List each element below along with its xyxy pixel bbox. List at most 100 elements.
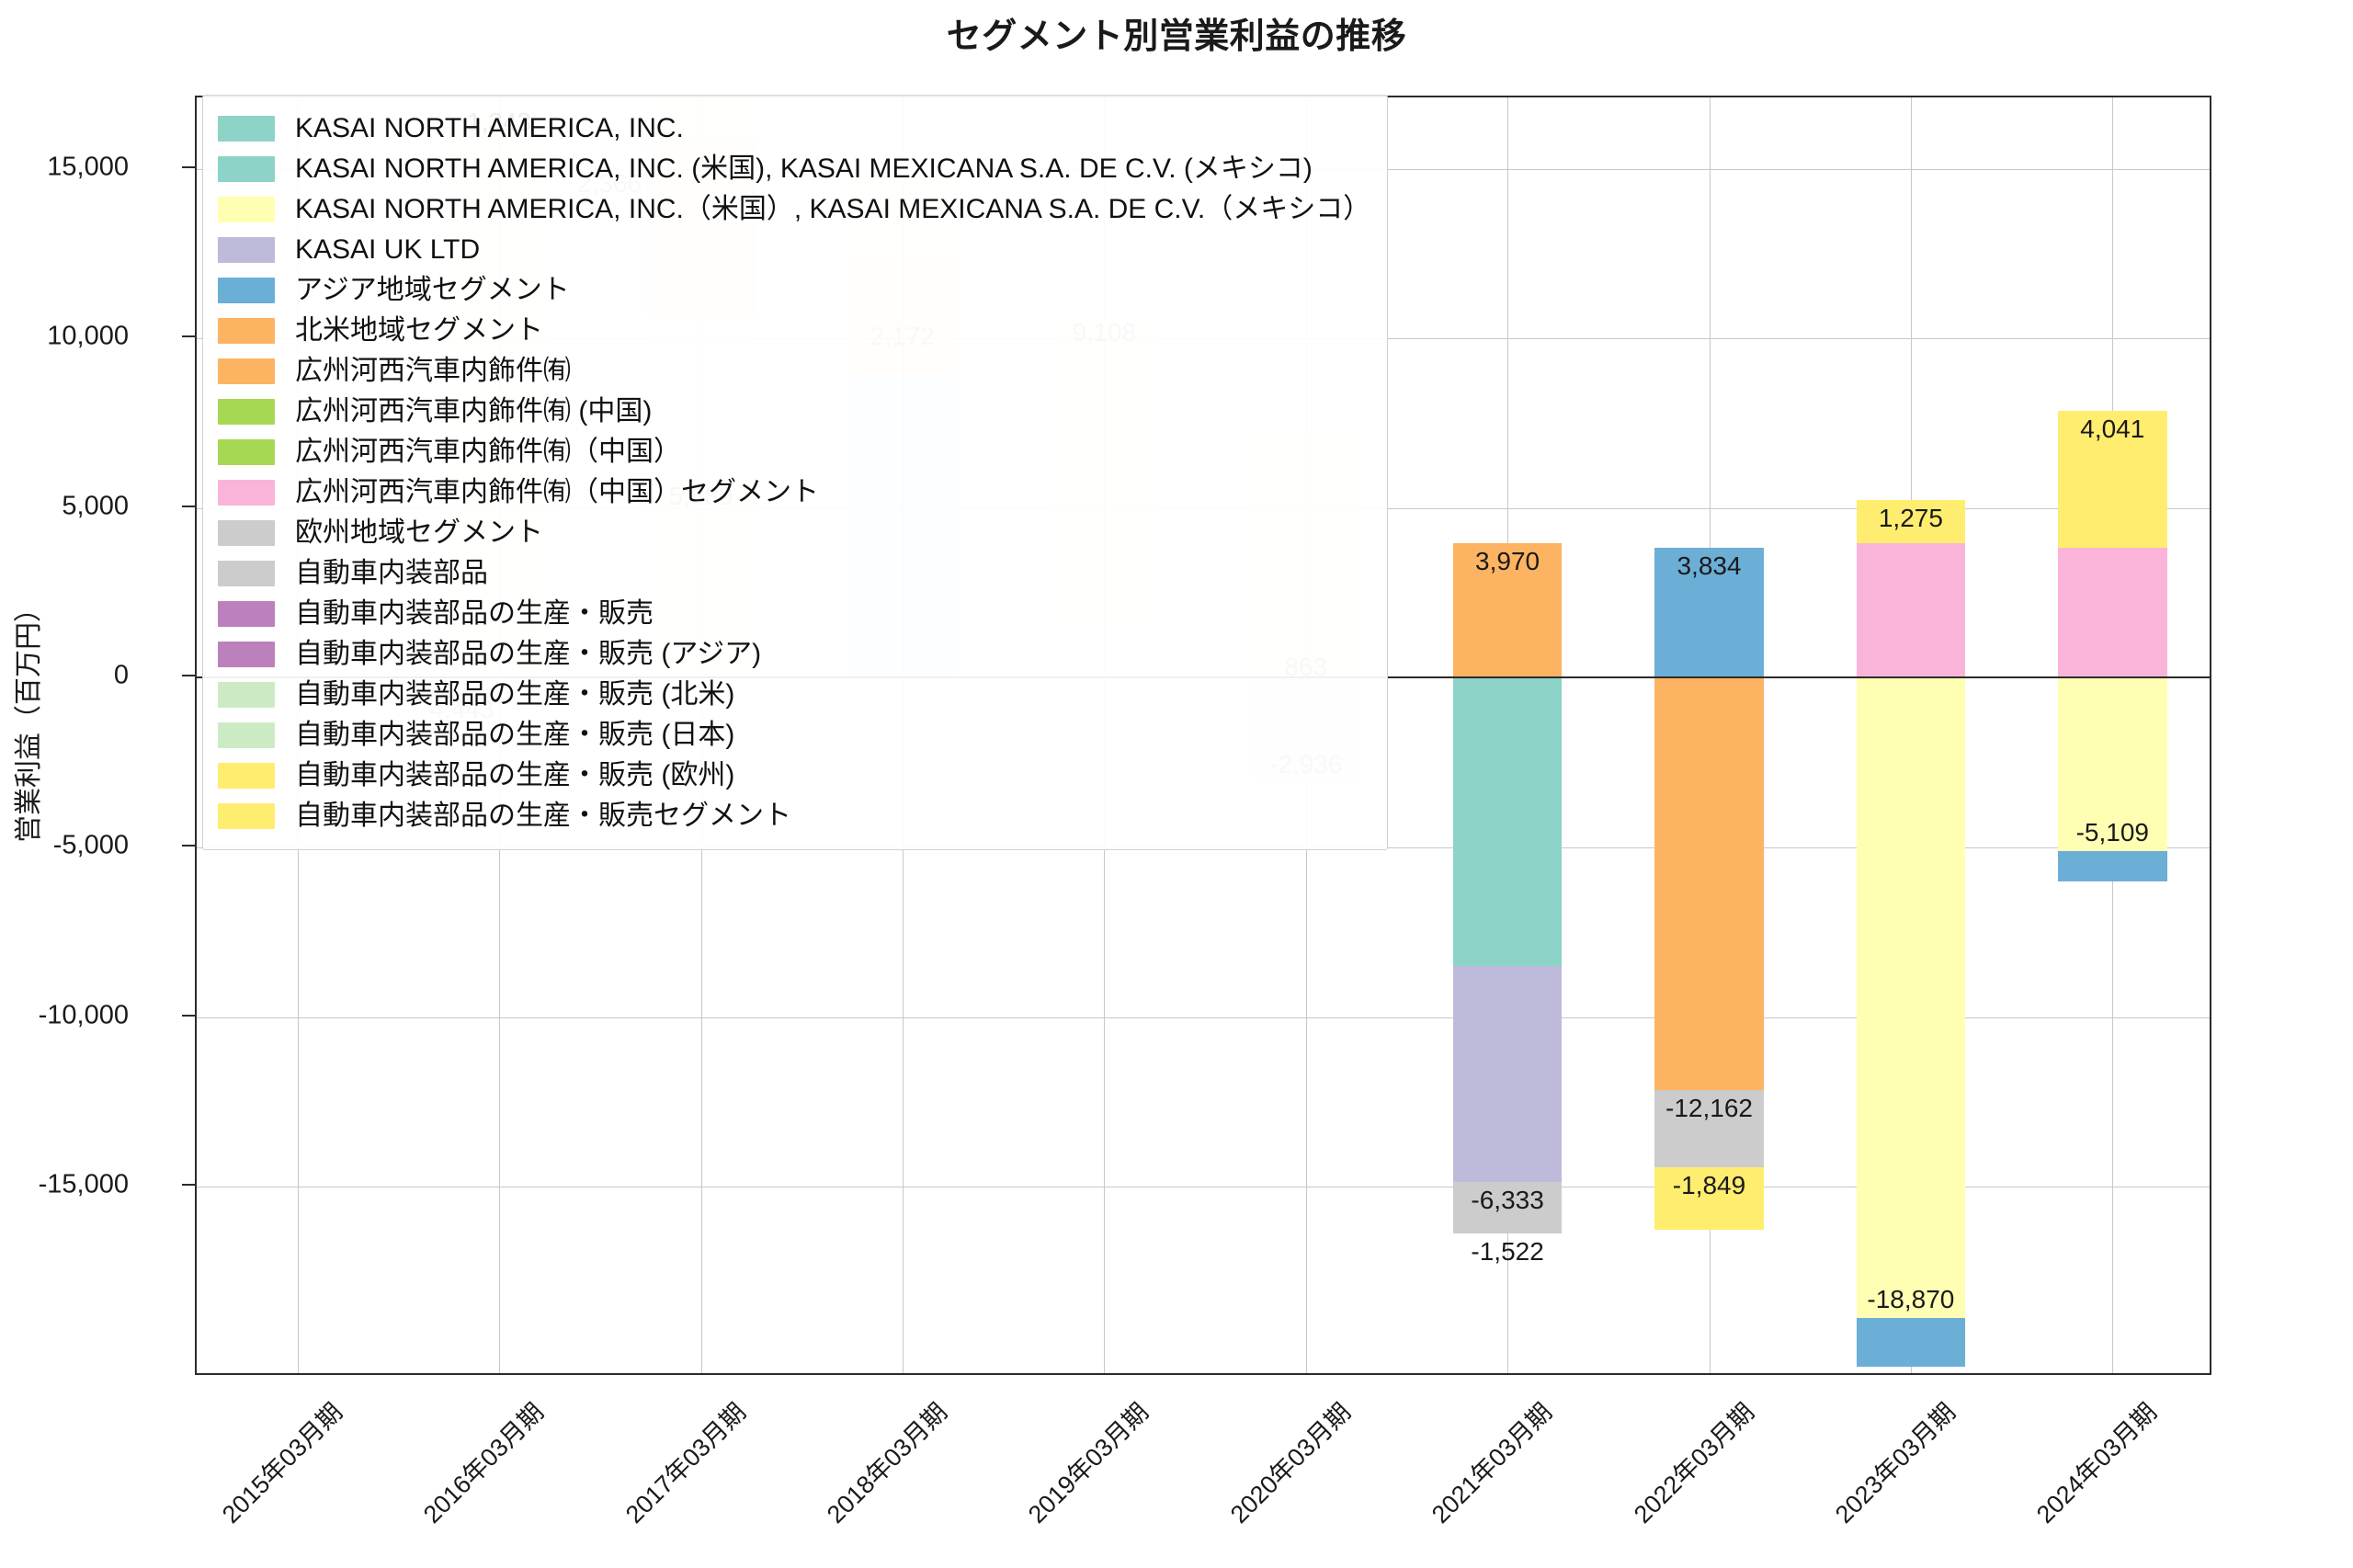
bar-segment[interactable] xyxy=(2058,677,2167,851)
y-axis-tick-mark xyxy=(182,845,195,846)
legend-color-swatch xyxy=(218,803,275,829)
legend-color-swatch xyxy=(218,520,275,546)
x-axis-tick-label: 2015年03月期 xyxy=(216,1397,347,1529)
bar-segment[interactable] xyxy=(1452,677,1563,967)
bar-segment[interactable] xyxy=(1452,542,1563,678)
y-axis-tick-label: 10,000 xyxy=(47,321,129,351)
data-label: -1,522 xyxy=(1471,1237,1544,1267)
legend-item[interactable]: 自動車内装部品の生産・販売セグメント xyxy=(218,796,1370,836)
y-axis-tick-mark xyxy=(182,1184,195,1187)
legend-item[interactable]: 自動車内装部品の生産・販売 xyxy=(218,594,1370,634)
legend-item[interactable]: 自動車内装部品の生産・販売 (日本) xyxy=(218,715,1370,756)
bar-segment[interactable] xyxy=(1856,499,1966,543)
y-axis-tick-mark xyxy=(182,505,195,507)
legend-item[interactable]: 自動車内装部品の生産・販売 (北米) xyxy=(218,675,1370,715)
page-title: セグメント別営業利益の推移 xyxy=(946,17,1407,56)
bar-group[interactable] xyxy=(1654,97,1764,1373)
legend-item[interactable]: 広州河西汽車内飾件㈲ (中国) xyxy=(218,392,1370,432)
y-axis-tick-mark xyxy=(182,1014,195,1017)
data-label: 3,970 xyxy=(1475,546,1540,575)
x-axis-tick-label: 2021年03月期 xyxy=(1427,1397,1558,1529)
legend-color-swatch xyxy=(218,237,275,263)
legend-item-label: KASAI NORTH AMERICA, INC. (米国), KASAI ME… xyxy=(295,153,1313,184)
bar-segment[interactable] xyxy=(2058,547,2167,678)
x-axis-tick-label: 2016年03月期 xyxy=(418,1397,550,1529)
legend-item[interactable]: KASAI UK LTD xyxy=(218,230,1370,270)
data-label: 4,041 xyxy=(2080,414,2145,443)
legend-color-swatch xyxy=(218,763,275,789)
legend-color-swatch xyxy=(218,682,275,708)
legend-color-swatch xyxy=(218,197,275,222)
legend-item[interactable]: 広州河西汽車内飾件㈲（中国）セグメント xyxy=(218,472,1370,513)
bar-segment[interactable] xyxy=(1654,1090,1764,1168)
legend-item[interactable]: アジア地域セグメント xyxy=(218,270,1370,311)
legend-item-label: 自動車内装部品の生産・販売 (北米) xyxy=(295,679,735,710)
legend-color-swatch xyxy=(218,156,275,182)
legend-item[interactable]: KASAI NORTH AMERICA, INC. (米国), KASAI ME… xyxy=(218,149,1370,189)
legend-item-label: 自動車内装部品の生産・販売セグメント xyxy=(295,801,791,831)
data-label: 3,834 xyxy=(1677,551,1742,580)
bar-segment[interactable] xyxy=(1654,547,1764,678)
x-axis-tick-label: 2024年03月期 xyxy=(2031,1397,2163,1529)
x-axis-tick-label: 2023年03月期 xyxy=(1829,1397,1961,1529)
bar-segment[interactable] xyxy=(1452,1182,1563,1234)
data-label: -18,870 xyxy=(1867,1285,1955,1314)
legend-color-swatch xyxy=(218,439,275,465)
bar-segment[interactable] xyxy=(1654,677,1764,1091)
legend-item[interactable]: KASAI NORTH AMERICA, INC.（米国）, KASAI MEX… xyxy=(218,189,1370,230)
legend-item[interactable]: 北米地域セグメント xyxy=(218,311,1370,351)
legend-item-label: 自動車内装部品の生産・販売 xyxy=(295,598,654,629)
y-axis-tick-label: -10,000 xyxy=(38,1000,129,1030)
legend-color-swatch xyxy=(218,399,275,425)
y-axis-tick-label: 0 xyxy=(113,660,129,690)
legend-color-swatch xyxy=(218,278,275,303)
chart-legend: KASAI NORTH AMERICA, INC. KASAI NORTH AME… xyxy=(202,95,1389,850)
bar-segment[interactable] xyxy=(1856,1318,1966,1367)
legend-item[interactable]: 自動車内装部品の生産・販売 (アジア) xyxy=(218,634,1370,675)
legend-item[interactable]: 広州河西汽車内飾件㈲（中国） xyxy=(218,432,1370,472)
legend-item-label: 広州河西汽車内飾件㈲（中国）セグメント xyxy=(295,477,819,507)
legend-color-swatch xyxy=(218,116,275,142)
bar-segment[interactable] xyxy=(1452,966,1563,1183)
legend-item-label: KASAI NORTH AMERICA, INC.（米国）, KASAI MEX… xyxy=(295,194,1371,224)
legend-color-swatch xyxy=(218,480,275,506)
legend-item-label: 広州河西汽車内飾件㈲（中国） xyxy=(295,437,681,467)
bar-group[interactable] xyxy=(1452,97,1563,1373)
legend-color-swatch xyxy=(218,358,275,384)
x-axis-tick-label: 2022年03月期 xyxy=(1628,1397,1759,1529)
legend-item[interactable]: 欧州地域セグメント xyxy=(218,513,1370,553)
legend-item[interactable]: KASAI NORTH AMERICA, INC. xyxy=(218,108,1370,149)
legend-item-label: 自動車内装部品の生産・販売 (アジア) xyxy=(295,639,762,669)
x-axis-tick-label: 2017年03月期 xyxy=(620,1397,751,1529)
y-axis-tick-label: -15,000 xyxy=(38,1169,129,1199)
legend-item[interactable]: 自動車内装部品の生産・販売 (欧州) xyxy=(218,756,1370,796)
legend-item[interactable]: 自動車内装部品 xyxy=(218,553,1370,594)
x-axis-tick-label: 2019年03月期 xyxy=(1023,1397,1154,1529)
y-axis-tick-mark xyxy=(182,335,195,338)
legend-item-label: 自動車内装部品の生産・販売 (欧州) xyxy=(295,760,735,790)
bar-segment[interactable] xyxy=(1856,542,1966,678)
bar-segment[interactable] xyxy=(2058,851,2167,881)
y-axis-tick-label: -5,000 xyxy=(52,830,129,860)
data-label: 1,275 xyxy=(1878,503,1943,532)
legend-item-label: アジア地域セグメント xyxy=(295,275,570,305)
legend-item[interactable]: 広州河西汽車内飾件㈲ xyxy=(218,351,1370,392)
legend-color-swatch xyxy=(218,601,275,627)
legend-item-label: 自動車内装部品の生産・販売 (日本) xyxy=(295,720,735,750)
bar-group[interactable] xyxy=(2058,97,2167,1373)
bar-group[interactable] xyxy=(1856,97,1966,1373)
legend-item-label: 広州河西汽車内飾件㈲ (中国) xyxy=(295,396,653,426)
legend-item-label: 北米地域セグメント xyxy=(295,315,543,346)
y-axis-tick-mark xyxy=(182,675,195,677)
bar-segment[interactable] xyxy=(1654,1167,1764,1231)
bar-segment[interactable] xyxy=(1856,677,1966,1319)
legend-item-label: 欧州地域セグメント xyxy=(295,517,543,548)
legend-item-label: KASAI UK LTD xyxy=(295,234,481,265)
legend-item-label: 広州河西汽車内飾件㈲ xyxy=(295,356,571,386)
y-axis-tick-mark xyxy=(182,165,195,168)
legend-item-label: 自動車内装部品 xyxy=(295,558,488,588)
legend-color-swatch xyxy=(218,318,275,344)
legend-color-swatch xyxy=(218,722,275,748)
bar-segment[interactable] xyxy=(2058,410,2167,548)
